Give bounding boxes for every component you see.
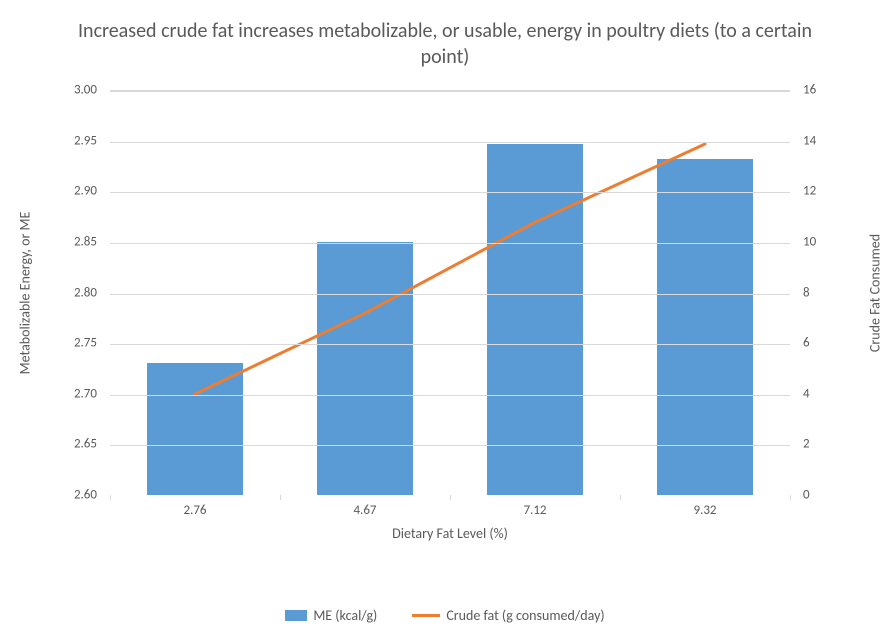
x-tick-mark <box>110 495 111 500</box>
x-tick-label: 9.32 <box>693 503 716 518</box>
legend-swatch-line <box>412 614 440 617</box>
chart-title: Increased crude fat increases metaboliza… <box>10 10 880 80</box>
legend-swatch-bar <box>285 610 307 621</box>
legend-item-bar: ME (kcal/g) <box>285 607 377 624</box>
y-right-tick: 0 <box>803 488 810 503</box>
y-left-tick: 2.85 <box>74 234 97 249</box>
y-left-tick: 2.80 <box>74 285 97 300</box>
gridline <box>110 344 790 345</box>
x-tick-mark <box>450 495 451 500</box>
x-axis-label: Dietary Fat Level (%) <box>110 525 790 542</box>
gridline <box>110 142 790 143</box>
gridline <box>110 395 790 396</box>
y-right-tick: 4 <box>803 386 810 401</box>
x-axis: 2.76 4.67 7.12 9.32 <box>110 495 790 525</box>
x-tick-label: 7.12 <box>523 503 546 518</box>
y-axis-left: Metabolizable Energy, or ME 2.602.652.70… <box>35 90 105 495</box>
plot-area <box>110 90 790 495</box>
x-tick-mark <box>280 495 281 500</box>
gridline <box>110 91 790 92</box>
y-left-tick: 2.90 <box>74 184 97 199</box>
y-right-tick: 10 <box>803 234 816 249</box>
legend-label-bar: ME (kcal/g) <box>313 607 377 624</box>
y-right-tick: 12 <box>803 184 816 199</box>
y-right-tick: 14 <box>803 133 816 148</box>
y-axis-right: Crude Fat Consumed 0246810121416 <box>795 90 855 495</box>
gridline <box>110 294 790 295</box>
y-left-tick: 2.95 <box>74 133 97 148</box>
y-right-tick: 6 <box>803 336 810 351</box>
y-left-tick: 3.00 <box>74 83 97 98</box>
y-axis-left-label: Metabolizable Energy, or ME <box>17 211 34 374</box>
y-right-tick: 8 <box>803 285 810 300</box>
x-tick-label: 2.76 <box>183 503 206 518</box>
gridline <box>110 243 790 244</box>
y-left-tick: 2.75 <box>74 336 97 351</box>
y-right-tick: 2 <box>803 437 810 452</box>
plot-wrapper: Metabolizable Energy, or ME 2.602.652.70… <box>35 80 855 530</box>
y-left-tick: 2.65 <box>74 437 97 452</box>
chart-container: Increased crude fat increases metaboliza… <box>0 0 890 632</box>
legend: ME (kcal/g) Crude fat (g consumed/day) <box>0 607 890 624</box>
y-left-tick: 2.70 <box>74 386 97 401</box>
x-tick-label: 4.67 <box>353 503 376 518</box>
gridline <box>110 192 790 193</box>
y-right-tick: 16 <box>803 83 816 98</box>
legend-label-line: Crude fat (g consumed/day) <box>446 607 604 624</box>
legend-item-line: Crude fat (g consumed/day) <box>412 607 604 624</box>
y-axis-right-label: Crude Fat Consumed <box>867 233 884 351</box>
y-left-tick: 2.60 <box>74 488 97 503</box>
x-tick-mark <box>790 495 791 500</box>
gridline <box>110 445 790 446</box>
x-tick-mark <box>620 495 621 500</box>
